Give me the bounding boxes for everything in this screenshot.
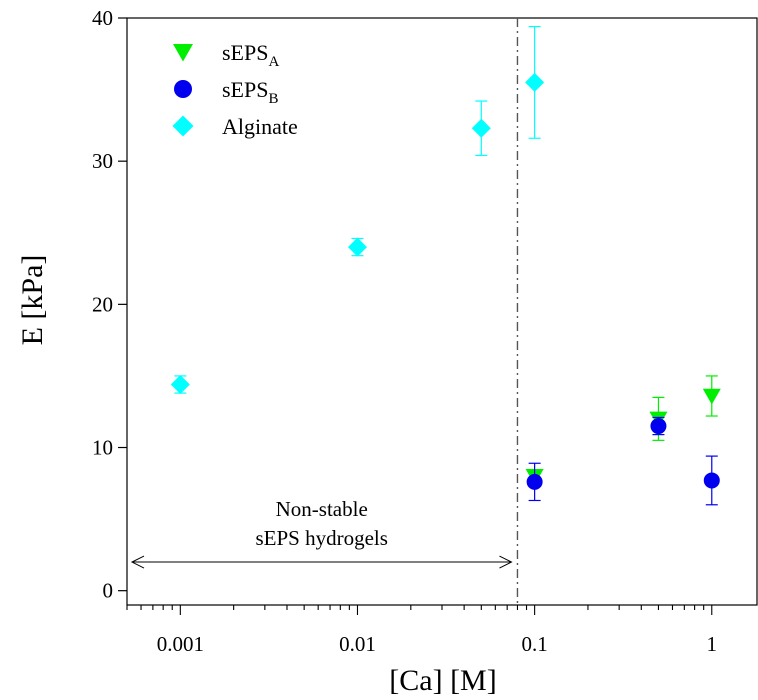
data-point [172,115,194,137]
data-point [174,80,192,98]
data-point [347,237,367,257]
annotation-text: Non-stable [276,497,368,521]
arrowhead-right [499,555,513,569]
data-point [650,418,667,435]
data-series [170,25,721,506]
y-tick-label: 20 [92,292,113,316]
legend-label: sEPSB [222,77,279,107]
annotation: Non-stable sEPS hydrogels [130,18,519,605]
axes: 0 10 20 30 40 0.001 0.01 0.1 1 [92,6,758,656]
x-tick-label: 0.001 [157,632,204,656]
legend: sEPSA sEPSB Alginate [172,40,298,139]
data-point [702,388,721,405]
legend-label: sEPSA [222,40,279,70]
legend-label-subscript: A [268,54,279,70]
legend-label-subscript: B [268,91,278,107]
x-axis-title: [Ca] [M] [389,664,496,697]
data-point [525,72,545,92]
legend-label: Alginate [222,114,298,139]
data-point [526,473,543,490]
data-point [173,44,193,62]
y-tick-label: 10 [92,436,113,460]
series-sepsa [525,375,721,485]
y-axis-title: E [kPa] [16,255,49,346]
series-sepsb [526,416,720,506]
data-point [471,118,491,138]
series-alginate [170,25,545,395]
plot-frame [126,17,758,606]
y-tick-label: 30 [92,149,113,173]
x-tick-label: 0.01 [339,632,376,656]
x-tick-label: 0.1 [522,632,548,656]
data-point [703,472,720,489]
x-tick-label: 1 [707,632,718,656]
data-point [170,375,190,395]
y-tick-label: 0 [103,579,114,603]
y-tick-label: 40 [92,6,113,30]
annotation-text: sEPS hydrogels [256,526,388,550]
arrowhead-left [130,555,145,569]
